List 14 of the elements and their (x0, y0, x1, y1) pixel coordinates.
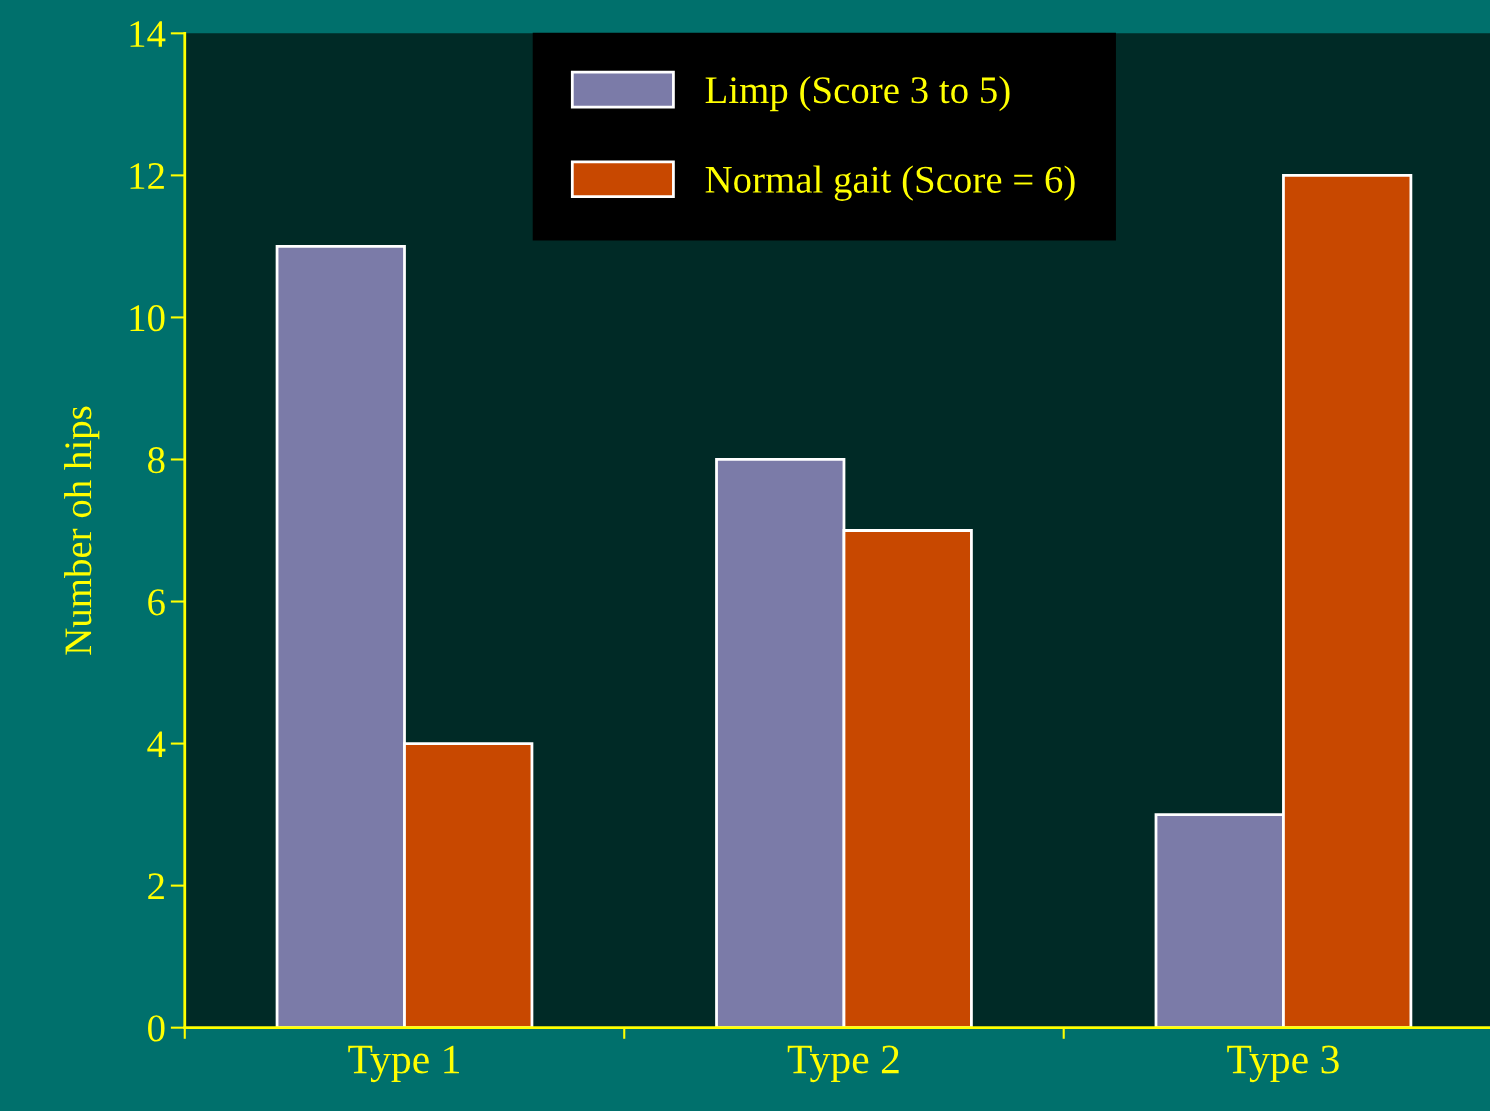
x-tick-label: Type 2 (787, 1045, 899, 1083)
legend-label: Normal gait (Score = 6) (705, 165, 1075, 201)
y-tick-label: 12 (130, 163, 164, 189)
y-axis-title: Number oh hips (64, 406, 100, 655)
x-tick-label: Type 3 (1227, 1045, 1339, 1083)
legend-label: Limp (Score 3 to 5) (705, 75, 1010, 112)
y-tick-label: 6 (148, 589, 165, 616)
x-tick-label: Type 1 (348, 1045, 459, 1083)
y-tick-label: 8 (148, 447, 165, 474)
y-tick-label: 4 (147, 731, 166, 758)
y-tick-label: 10 (130, 305, 165, 332)
y-tick-label: 2 (148, 873, 164, 900)
y-tick-label: 14 (130, 21, 166, 47)
y-tick-label: 0 (148, 1015, 165, 1042)
